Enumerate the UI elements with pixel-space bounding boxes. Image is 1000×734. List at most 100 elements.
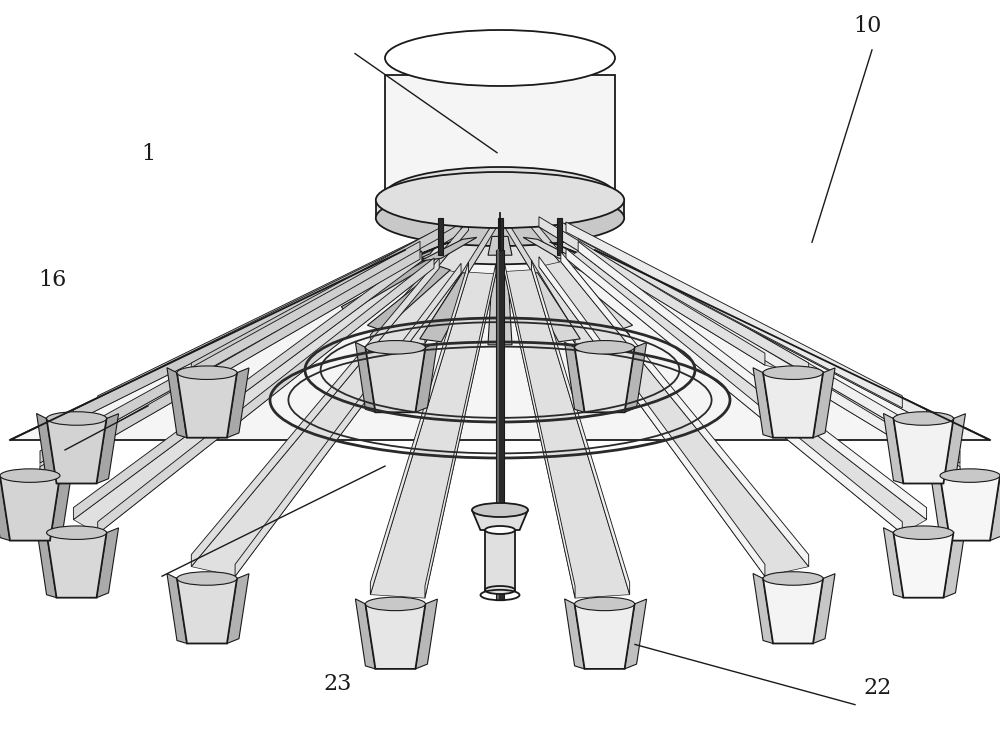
Polygon shape [883, 413, 903, 484]
Polygon shape [753, 368, 773, 437]
Ellipse shape [472, 503, 528, 517]
Polygon shape [550, 266, 633, 330]
Polygon shape [523, 273, 580, 342]
Polygon shape [167, 368, 187, 437]
Polygon shape [420, 273, 477, 342]
Polygon shape [561, 222, 809, 375]
Ellipse shape [385, 30, 615, 86]
Polygon shape [385, 75, 615, 195]
Polygon shape [578, 241, 927, 520]
Polygon shape [191, 258, 439, 567]
Polygon shape [97, 528, 119, 597]
Polygon shape [472, 510, 528, 530]
Ellipse shape [365, 341, 425, 354]
Polygon shape [341, 250, 434, 294]
Polygon shape [415, 343, 437, 413]
Polygon shape [367, 242, 450, 275]
Polygon shape [47, 418, 107, 484]
Ellipse shape [177, 366, 237, 379]
Polygon shape [177, 578, 237, 644]
Polygon shape [566, 250, 659, 294]
Polygon shape [580, 241, 960, 479]
Polygon shape [930, 470, 950, 541]
Polygon shape [50, 470, 72, 541]
Text: 22: 22 [864, 677, 892, 700]
Polygon shape [370, 262, 469, 595]
Polygon shape [625, 599, 647, 669]
Ellipse shape [405, 236, 595, 264]
Polygon shape [191, 228, 439, 375]
Polygon shape [0, 476, 60, 541]
Polygon shape [943, 528, 965, 597]
Text: 16: 16 [38, 269, 66, 291]
Polygon shape [191, 269, 461, 576]
Polygon shape [488, 275, 512, 345]
Polygon shape [566, 258, 659, 313]
Polygon shape [580, 239, 960, 479]
Polygon shape [539, 217, 765, 366]
Polygon shape [940, 476, 1000, 541]
Polygon shape [557, 218, 562, 255]
Polygon shape [438, 218, 443, 255]
Polygon shape [566, 232, 927, 422]
Polygon shape [365, 347, 425, 413]
Polygon shape [73, 261, 434, 534]
Polygon shape [370, 228, 496, 347]
Polygon shape [37, 528, 57, 597]
Text: 23: 23 [324, 673, 352, 695]
Polygon shape [235, 223, 461, 366]
Polygon shape [37, 413, 57, 484]
Ellipse shape [940, 469, 1000, 482]
Polygon shape [566, 249, 902, 534]
Polygon shape [73, 241, 434, 422]
Polygon shape [561, 252, 809, 567]
Polygon shape [575, 347, 635, 413]
Polygon shape [504, 216, 575, 344]
Polygon shape [0, 470, 10, 541]
Ellipse shape [485, 526, 515, 534]
Ellipse shape [485, 586, 515, 594]
Polygon shape [341, 258, 434, 313]
Polygon shape [893, 533, 953, 597]
Polygon shape [370, 272, 496, 598]
Polygon shape [227, 368, 249, 437]
Polygon shape [376, 200, 624, 218]
Polygon shape [73, 251, 422, 520]
Polygon shape [539, 227, 809, 375]
Ellipse shape [376, 172, 624, 228]
Polygon shape [235, 264, 461, 576]
Ellipse shape [893, 412, 953, 425]
Ellipse shape [177, 572, 237, 585]
Polygon shape [355, 342, 375, 413]
Text: 1: 1 [141, 143, 155, 165]
Polygon shape [355, 599, 375, 669]
Polygon shape [420, 237, 477, 261]
Ellipse shape [893, 526, 953, 539]
Ellipse shape [575, 341, 635, 354]
Polygon shape [763, 373, 823, 437]
Polygon shape [177, 373, 237, 437]
Polygon shape [566, 252, 927, 534]
Polygon shape [73, 239, 422, 422]
Polygon shape [565, 599, 585, 669]
Polygon shape [47, 533, 107, 597]
Polygon shape [370, 220, 469, 347]
Polygon shape [167, 573, 187, 644]
Polygon shape [625, 343, 647, 413]
Polygon shape [531, 218, 630, 347]
Polygon shape [578, 229, 927, 422]
Polygon shape [496, 250, 504, 600]
Polygon shape [40, 241, 420, 463]
Ellipse shape [376, 190, 624, 246]
Polygon shape [539, 257, 765, 576]
Ellipse shape [0, 469, 60, 482]
Polygon shape [565, 342, 585, 413]
Polygon shape [498, 218, 503, 255]
Text: 10: 10 [854, 15, 882, 37]
Ellipse shape [763, 366, 823, 379]
Polygon shape [504, 270, 630, 598]
Polygon shape [227, 574, 249, 644]
Polygon shape [415, 599, 437, 669]
Ellipse shape [385, 167, 615, 223]
Polygon shape [40, 250, 420, 479]
